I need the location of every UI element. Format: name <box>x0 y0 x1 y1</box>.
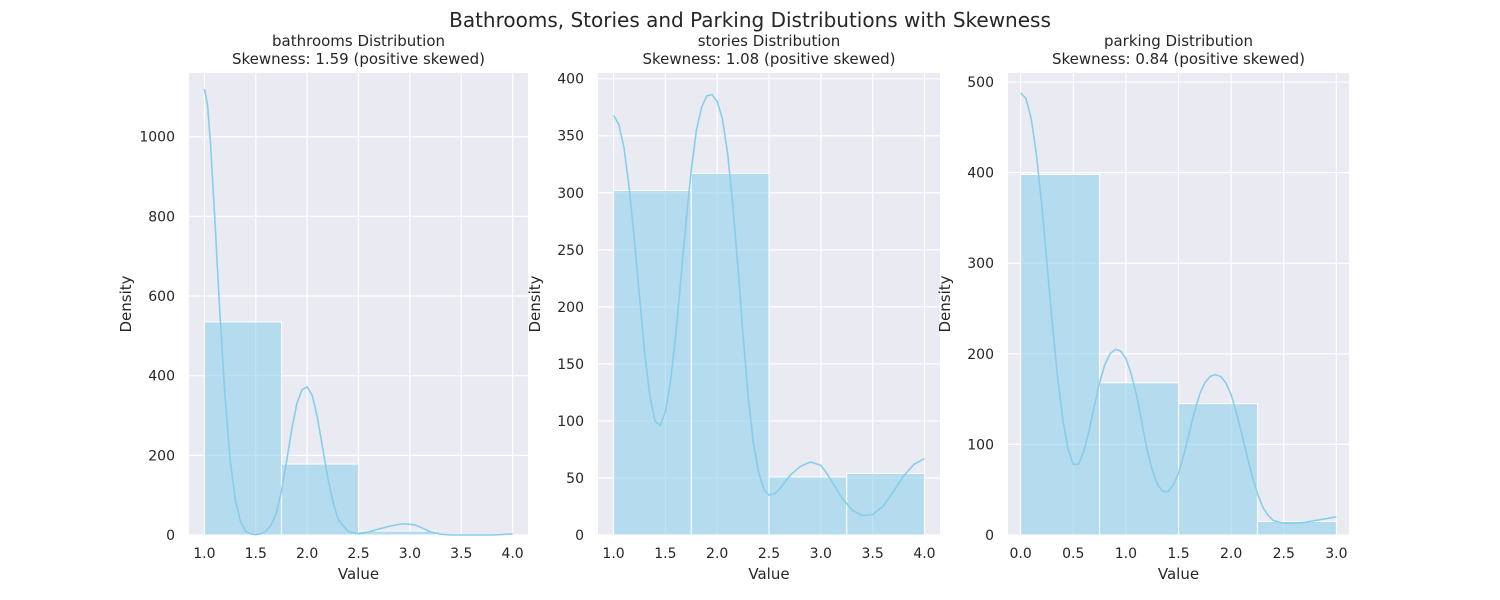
y-tick-label-1: 200 <box>148 448 175 464</box>
x-tick-label-0: 1.0 <box>193 546 215 562</box>
x-tick-label-1: 1.5 <box>654 546 676 562</box>
x-tick-label-5: 2.5 <box>1273 546 1295 562</box>
x-tick-label-2: 1.0 <box>1115 546 1137 562</box>
y-tick-label-5: 1000 <box>139 130 175 146</box>
x-tick-label-0: 0.0 <box>1009 546 1031 562</box>
histogram-bar-0 <box>203 321 282 536</box>
panel-subtitle: Skewness: 1.59 (positive skewed) <box>232 50 485 68</box>
kde-line <box>203 88 513 536</box>
y-tick-label-3: 150 <box>557 357 584 373</box>
y-tick-label-1: 100 <box>967 437 994 453</box>
y-tick-label-4: 400 <box>967 166 994 182</box>
panel-title: stories Distribution <box>698 32 841 50</box>
y-tick-label-8: 400 <box>557 72 584 88</box>
x-tick-label-4: 3.0 <box>399 546 421 562</box>
y-tick-label-0: 0 <box>985 528 994 544</box>
y-tick-label-0: 0 <box>166 528 175 544</box>
x-tick-label-3: 1.5 <box>1167 546 1189 562</box>
x-tick-label-3: 2.5 <box>758 546 780 562</box>
histogram-bar-3 <box>846 472 925 536</box>
x-tick-label-2: 2.0 <box>296 546 318 562</box>
histogram-bar-3 <box>1256 520 1337 536</box>
y-tick-label-1: 50 <box>566 471 584 487</box>
y-tick-label-3: 300 <box>967 256 994 272</box>
y-tick-label-5: 500 <box>967 75 994 91</box>
y-axis-label: Density <box>117 275 135 332</box>
y-tick-label-2: 100 <box>557 414 584 430</box>
histogram-bar-1 <box>280 463 360 536</box>
y-tick-label-3: 600 <box>148 289 175 305</box>
panels-group: 1.0 1.5 2.0 2.5 3.0 3.5 4.002004006008001000ba… <box>117 32 1349 583</box>
x-tick-label-6: 4.0 <box>913 546 935 562</box>
figure-suptitle: Bathrooms, Stories and Parking Distribut… <box>449 8 1051 32</box>
x-tick-label-1: 1.5 <box>245 546 267 562</box>
x-tick-label-1: 0.5 <box>1062 546 1084 562</box>
x-tick-label-4: 3.0 <box>810 546 832 562</box>
y-tick-label-4: 200 <box>557 300 584 316</box>
y-tick-label-2: 200 <box>967 347 994 363</box>
panel-subtitle: Skewness: 1.08 (positive skewed) <box>642 50 895 68</box>
y-tick-label-0: 0 <box>575 528 584 544</box>
x-tick-label-6: 3.0 <box>1325 546 1347 562</box>
y-tick-label-6: 300 <box>557 186 584 202</box>
histogram-bar-0 <box>613 189 692 536</box>
x-tick-label-3: 2.5 <box>347 546 369 562</box>
x-axis-label: Value <box>1158 565 1199 583</box>
histogram-bar-0 <box>1020 173 1101 536</box>
y-axis-label: Density <box>526 275 544 332</box>
y-tick-label-5: 250 <box>557 243 584 259</box>
panel-title: parking Distribution <box>1104 32 1253 50</box>
x-tick-label-2: 2.0 <box>706 546 728 562</box>
panel-3: 0.0 0.5 1.0 1.5 2.0 2.5 3.0 0 100 200 300 400 500 par… <box>936 32 1349 583</box>
x-tick-label-4: 2.0 <box>1220 546 1242 562</box>
x-tick-label-0: 1.0 <box>602 546 624 562</box>
x-tick-label-6: 4.0 <box>501 546 523 562</box>
x-tick-label-5: 3.5 <box>450 546 472 562</box>
y-tick-label-2: 400 <box>148 369 175 385</box>
histogram-bar-1 <box>690 172 770 536</box>
x-axis-label: Value <box>338 565 379 583</box>
x-axis-label: Value <box>748 565 789 583</box>
y-tick-label-7: 350 <box>557 129 584 145</box>
x-tick-label-5: 3.5 <box>862 546 884 562</box>
y-axis-label: Density <box>936 275 954 332</box>
panel-title: bathrooms Distribution <box>272 32 445 50</box>
panel-1: 1.0 1.5 2.0 2.5 3.0 3.5 4.0 0 200 400 600 800 1000 ba… <box>117 32 528 583</box>
y-tick-label-4: 800 <box>148 209 175 225</box>
kde-line <box>612 93 925 517</box>
kde-line <box>1020 92 1337 525</box>
histogram-bar-2 <box>1178 403 1258 536</box>
panel-subtitle: Skewness: 0.84 (positive skewed) <box>1052 50 1305 68</box>
panel-2: 1.0 1.5 2.0 2.5 3.0 3.5 4.0 0 50 100 150 200 250 300 3… <box>526 32 940 583</box>
